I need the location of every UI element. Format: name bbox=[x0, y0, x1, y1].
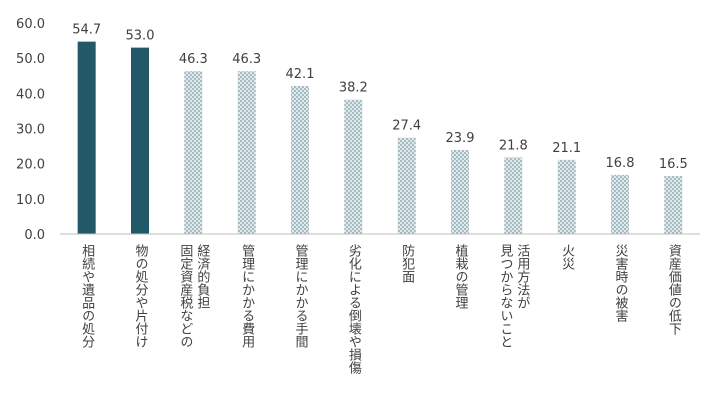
category-label: 管理にかかる手間 bbox=[293, 244, 309, 349]
bar bbox=[291, 85, 309, 234]
bar bbox=[611, 174, 629, 234]
category-label: 相続や遺品の処分 bbox=[79, 244, 95, 349]
data-label: 23.9 bbox=[446, 131, 475, 146]
data-label: 38.2 bbox=[339, 81, 368, 96]
y-tick-label: 50.0 bbox=[16, 52, 45, 67]
data-label: 53.0 bbox=[126, 29, 155, 44]
category-label: 火災 bbox=[559, 244, 575, 270]
category-label: 防犯面 bbox=[399, 243, 415, 283]
category-label: 管理にかかる費用 bbox=[239, 244, 255, 349]
bar bbox=[504, 157, 523, 234]
category-label: 資産価値の低下 bbox=[666, 244, 682, 335]
data-label: 46.3 bbox=[179, 52, 208, 67]
bar bbox=[184, 71, 203, 234]
data-label: 21.8 bbox=[499, 138, 528, 153]
category-label: 災害時の被害 bbox=[613, 244, 629, 323]
bar bbox=[237, 71, 256, 234]
category-label: 劣化による倒壊や損傷 bbox=[346, 244, 362, 375]
bar bbox=[664, 175, 683, 234]
bar bbox=[344, 99, 363, 234]
bar bbox=[397, 137, 416, 234]
data-labels: 54.7 53.0 46.3 46.3 42.1 38.2 27.4 23.9 21.8 21.1… bbox=[72, 23, 688, 172]
category-label: 経済的負担 bbox=[194, 244, 210, 309]
bar bbox=[131, 47, 149, 234]
y-tick-label: 30.0 bbox=[16, 123, 45, 138]
bar bbox=[557, 159, 576, 234]
bars bbox=[77, 41, 683, 234]
y-tick-label: 20.0 bbox=[16, 158, 45, 173]
bar bbox=[77, 41, 96, 234]
data-label: 16.5 bbox=[659, 157, 688, 172]
category-label: 活用方法が bbox=[514, 244, 530, 309]
category-labels: 相続や遺品の処分 物の処分や片付け 固定資産税などの 経済的負担 管理にかかる費用 管理に… bbox=[79, 243, 681, 375]
bar bbox=[451, 149, 469, 234]
y-tick-label: 40.0 bbox=[16, 87, 45, 102]
data-label: 21.1 bbox=[552, 141, 581, 156]
y-tick-label: 10.0 bbox=[16, 193, 45, 208]
data-label: 42.1 bbox=[286, 67, 315, 82]
data-label: 27.4 bbox=[392, 119, 421, 134]
data-label: 46.3 bbox=[232, 52, 261, 67]
y-tick-label: 0.0 bbox=[24, 228, 45, 243]
y-tick-label: 60.0 bbox=[16, 17, 45, 32]
category-label: 物の処分や片付け bbox=[133, 244, 149, 348]
category-label: 固定資産税などの bbox=[177, 244, 193, 348]
category-label: 見つからないこと bbox=[497, 244, 513, 348]
data-label: 54.7 bbox=[72, 23, 101, 38]
category-label: 植栽の管理 bbox=[453, 244, 469, 309]
data-label: 16.8 bbox=[606, 156, 635, 171]
y-axis: 0.0 10.0 20.0 30.0 40.0 50.0 60.0 bbox=[16, 17, 45, 243]
